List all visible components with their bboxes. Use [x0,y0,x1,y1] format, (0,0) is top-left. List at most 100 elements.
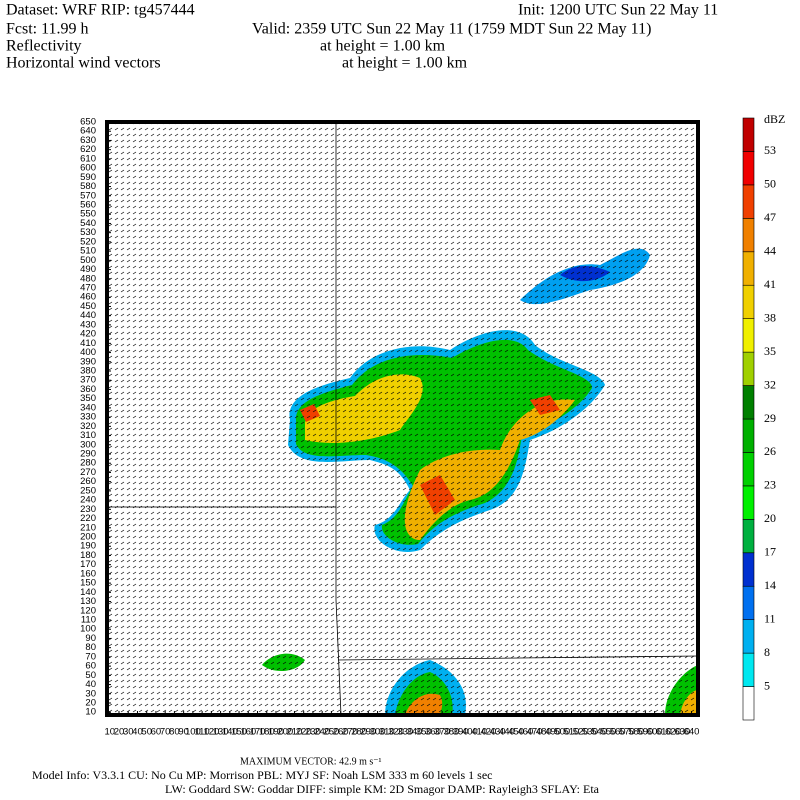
y-tick-label: 550 [80,209,96,220]
y-tick-label: 230 [80,504,96,515]
y-tick-label: 260 [80,476,96,487]
x-tick-label: 150 [231,727,247,738]
y-tick-label: 140 [80,587,96,598]
colorbar-box [742,318,755,353]
x-tick-label: 170 [250,727,266,738]
colorbar-label: 5 [764,678,770,692]
x-tick-label: 120 [203,727,219,738]
x-tick-label: 510 [564,727,580,738]
x-tick-label: 560 [610,727,626,738]
y-tick-label: 490 [80,264,96,275]
colorbar-label: 26 [764,444,776,458]
colorbar-label: 20 [764,511,776,525]
y-tick-label: 470 [80,283,96,294]
y-tick-label: 170 [80,559,96,570]
y-tick-label: 40 [85,679,96,690]
x-tick-label: 250 [323,727,339,738]
colorbar-label: 50 [764,177,776,191]
y-tick-label: 420 [80,329,96,340]
y-tick-label: 110 [81,615,96,626]
x-tick-label: 30 [123,727,134,738]
x-tick-label: 240 [314,727,330,738]
y-tick-label: 210 [80,522,96,533]
colorbar-label: 41 [764,277,776,291]
model-info: Model Info: V3.3.1 CU: No Cu MP: Morriso… [32,768,492,782]
colorbar-label: 47 [764,210,776,224]
colorbar-label: 8 [764,645,770,659]
x-tick-label: 300 [370,727,386,738]
x-tick-label: 280 [351,727,367,738]
x-tick-label: 420 [480,727,496,738]
x-tick-label: 230 [305,727,321,738]
y-tick-label: 120 [80,605,96,616]
colorbar-label: 29 [764,411,776,425]
colorbar-box [742,151,755,186]
colorbar-unit: dBZ [764,112,785,126]
y-tick-label: 630 [80,135,96,146]
y-tick-label: 640 [80,126,96,137]
x-tick-label: 330 [397,727,413,738]
y-tick-label: 460 [80,292,96,303]
dataset: Dataset: WRF RIP: tg457444 [6,2,195,19]
y-tick-label: 500 [80,255,96,266]
x-tick-label: 630 [674,727,690,738]
x-tick-label: 340 [407,727,423,738]
colorbar-label: 17 [764,545,776,559]
x-tick-label: 530 [582,727,598,738]
colorbar-label: 11 [764,611,776,625]
colorbar-box [742,552,755,587]
y-tick-label: 250 [80,485,96,496]
x-tick-label: 60 [151,727,162,738]
colorbar-box [742,218,755,253]
y-tick-label: 50 [85,670,96,681]
y-tick-label: 290 [80,449,96,460]
x-tick-label: 600 [647,727,663,738]
y-tick-label: 280 [80,458,96,469]
y-tick-label: 590 [80,172,96,183]
colorbar-label: 23 [764,478,776,492]
x-tick-label: 620 [665,727,681,738]
y-tick-label: 90 [85,633,96,644]
x-tick-label: 550 [600,727,616,738]
colorbar-box [742,284,755,319]
x-tick-label: 110 [195,727,210,738]
init: Init: 1200 UTC Sun 22 May 11 [518,2,718,19]
x-tick-label: 360 [425,727,441,738]
x-tick-label: 490 [545,727,561,738]
y-tick-label: 570 [80,190,96,201]
colorbar-box [742,351,755,386]
colorbar-box [742,686,755,721]
x-tick-label: 290 [360,727,376,738]
x-tick-label: 160 [240,727,256,738]
colorbar-label: 32 [764,377,776,391]
y-tick-label: 30 [85,688,96,699]
y-tick-label: 400 [80,347,96,358]
colorbar-box [742,585,755,620]
x-tick-label: 260 [333,727,349,738]
colorbar-label: 53 [764,143,776,157]
y-tick-label: 430 [80,319,96,330]
colorbar-box [742,385,755,420]
colorbar-label: 44 [764,244,776,258]
y-tick-label: 220 [80,513,96,524]
y-tick-label: 320 [80,421,96,432]
y-tick-label: 80 [85,642,96,653]
y-tick-label: 270 [80,467,96,478]
y-tick-label: 300 [80,439,96,450]
x-tick-label: 450 [508,727,524,738]
y-tick-label: 360 [80,384,96,395]
y-tick-label: 330 [80,412,96,423]
y-tick-label: 310 [80,430,96,441]
x-tick-label: 580 [628,727,644,738]
valid: Valid: 2359 UTC Sun 22 May 11 (1759 MDT … [252,21,651,38]
colorbar-label: 14 [764,578,776,592]
x-tick-label: 400 [462,727,478,738]
x-tick-label: 80 [169,727,180,738]
x-tick-label: 50 [141,727,152,738]
field1: Reflectivity [6,38,82,55]
x-tick-label: 540 [591,727,607,738]
y-tick-label: 200 [80,532,96,543]
wind-vectors [107,122,698,715]
x-tick-label: 220 [296,727,312,738]
